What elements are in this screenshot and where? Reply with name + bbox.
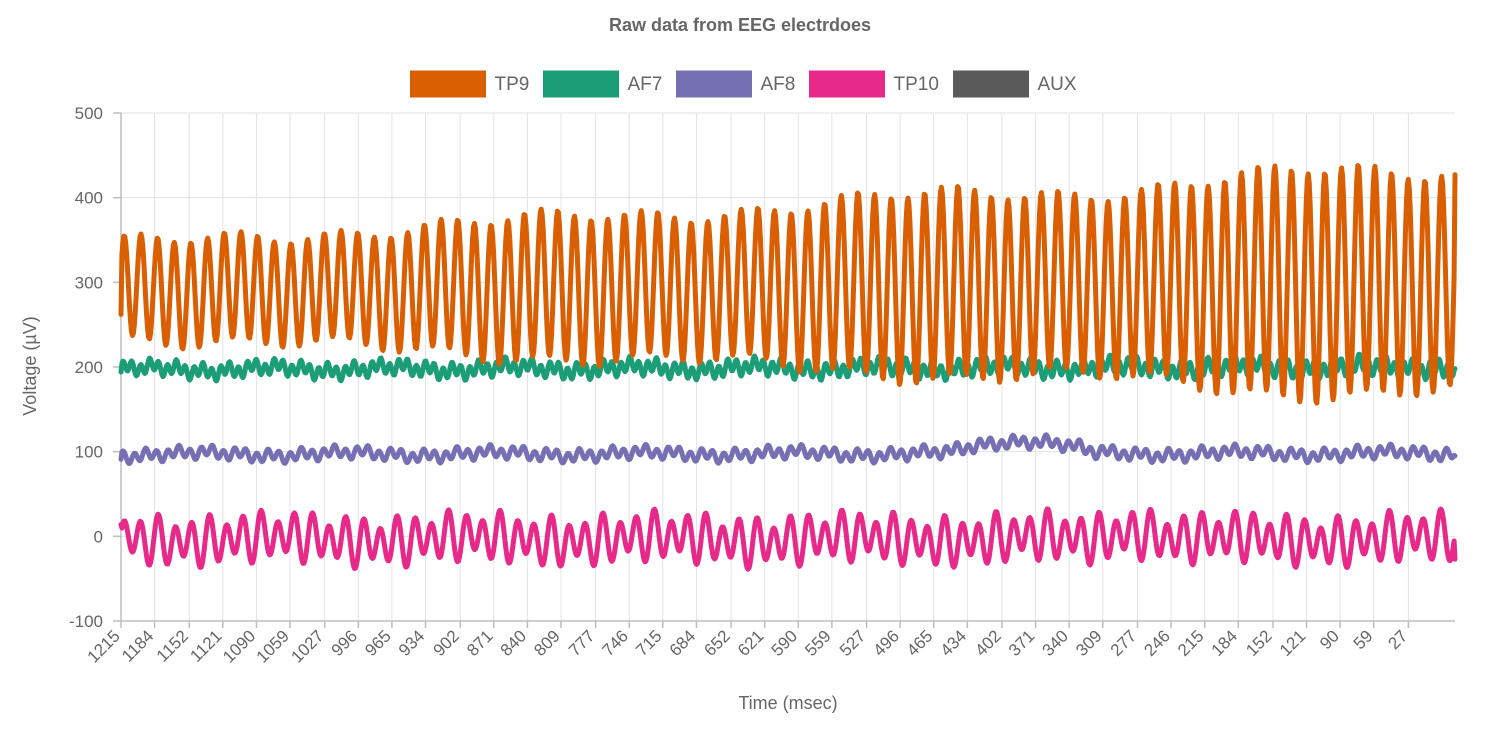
x-tick-label: 1184	[118, 626, 157, 665]
legend-label-tp10: TP10	[894, 74, 939, 95]
x-tick-label: 1059	[253, 626, 293, 666]
x-tick-label: 309	[1072, 626, 1105, 659]
x-tick-label: 527	[836, 626, 869, 659]
legend-item-tp10[interactable]: TP10	[808, 69, 939, 99]
x-tick-label: 27	[1384, 626, 1411, 653]
x-tick-label: 121	[1276, 626, 1309, 659]
y-tick-label: 400	[75, 189, 103, 208]
series-line-af8	[118, 432, 1458, 466]
legend-label-aux: AUX	[1038, 74, 1077, 95]
x-tick-label: 684	[666, 626, 699, 659]
legend-item-tp9[interactable]: TP9	[409, 69, 530, 99]
x-tick-label: 246	[1140, 626, 1173, 659]
legend-swatch-aux	[952, 69, 1030, 99]
x-tick-label: 1090	[219, 626, 259, 666]
x-tick-label: 90	[1316, 626, 1343, 653]
x-tick-label: 840	[497, 626, 530, 659]
y-axis-title: Voltage (µV)	[20, 316, 40, 415]
x-tick-label: 809	[530, 626, 563, 659]
series-line-tp10	[118, 506, 1458, 572]
x-tick-label: 434	[937, 626, 970, 659]
y-tick-label: 0	[94, 527, 103, 546]
x-tick-label: 152	[1242, 626, 1275, 659]
x-tick-label: 777	[565, 626, 598, 659]
x-axis-title: Time (msec)	[738, 693, 837, 713]
legend-swatch-af7	[542, 69, 620, 99]
legend-swatch-af8	[675, 69, 753, 99]
y-tick-label: 100	[75, 443, 103, 462]
x-tick-label: 496	[869, 626, 902, 659]
x-tick-label: 652	[700, 626, 733, 659]
legend-item-af7[interactable]: AF7	[542, 69, 663, 99]
x-tick-label: 340	[1039, 626, 1072, 659]
legend-swatch-tp10	[808, 69, 886, 99]
x-tick-label: 715	[632, 626, 665, 659]
x-tick-label: 277	[1107, 626, 1140, 659]
legend-label-af8: AF8	[761, 74, 796, 95]
x-tick-label: 996	[328, 626, 361, 659]
legend-item-aux[interactable]: AUX	[952, 69, 1077, 99]
x-tick-label: 402	[971, 626, 1004, 659]
series-line-tp9	[118, 163, 1458, 406]
x-tick-label: 871	[463, 626, 496, 659]
x-tick-label: 371	[1005, 626, 1038, 659]
y-tick-label: 300	[75, 273, 103, 292]
series-line-af7	[118, 351, 1458, 384]
x-tick-label: 1121	[186, 626, 225, 665]
x-tick-label: 59	[1350, 626, 1377, 653]
x-tick-label: 1027	[287, 626, 327, 666]
x-tick-label: 1215	[84, 626, 124, 666]
y-tick-label: 500	[75, 104, 103, 123]
series-group	[118, 163, 1458, 572]
x-tick-label: 184	[1208, 626, 1241, 659]
legend: TP9 AF7 AF8 TP10 AUX	[409, 69, 1077, 99]
x-tick-label: 746	[599, 626, 632, 659]
x-tick-label: 621	[734, 626, 767, 659]
x-tick-label: 1152	[153, 626, 192, 665]
x-tick-label: 559	[801, 626, 834, 659]
x-tick-label: 465	[903, 626, 936, 659]
x-tick-label: 965	[361, 626, 394, 659]
legend-label-af7: AF7	[628, 74, 663, 95]
legend-swatch-tp9	[409, 69, 487, 99]
x-tick-label: 934	[395, 626, 428, 659]
x-tick-label: 215	[1174, 626, 1207, 659]
x-tick-label: 590	[768, 626, 801, 659]
x-tick-label: 902	[430, 626, 463, 659]
chart-title: Raw data from EEG electrdoes	[609, 15, 871, 35]
y-tick-label: -100	[69, 612, 103, 631]
legend-item-af8[interactable]: AF8	[675, 69, 796, 99]
legend-label-tp9: TP9	[495, 74, 530, 95]
y-tick-label: 200	[75, 358, 103, 377]
